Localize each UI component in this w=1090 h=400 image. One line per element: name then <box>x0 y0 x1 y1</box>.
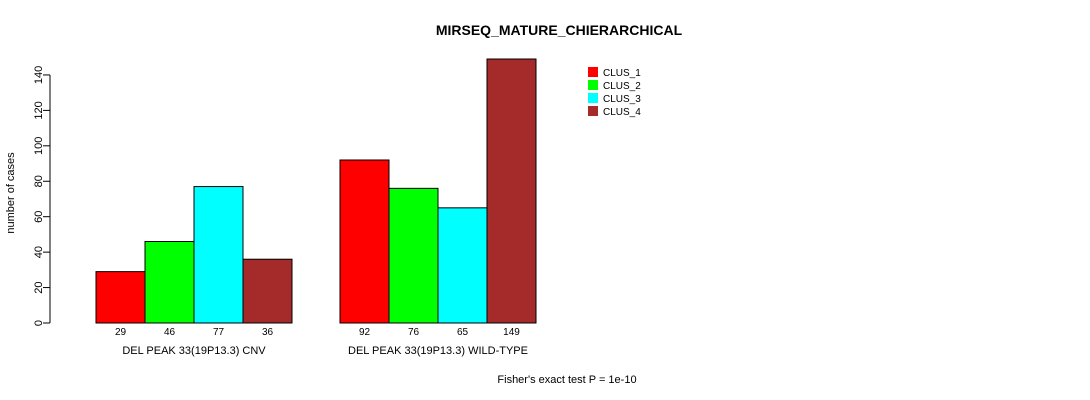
legend-swatch <box>588 93 598 103</box>
y-tick-label: 20 <box>33 281 45 293</box>
legend-swatch <box>588 67 598 77</box>
legend-label: CLUS_3 <box>603 94 641 105</box>
y-axis-label: number of cases <box>5 152 17 234</box>
bar-clus-4-wild-type <box>486 58 537 324</box>
bar-count-label: 36 <box>262 327 274 338</box>
y-tick-label: 80 <box>33 175 45 187</box>
y-tick-label: 120 <box>33 101 45 119</box>
y-tick-label: 0 <box>33 320 45 326</box>
bar-count-label: 77 <box>213 327 225 338</box>
y-tick-label: 100 <box>33 137 45 155</box>
legend: CLUS_1 CLUS_2 CLUS_3 CLUS_4 <box>588 67 641 118</box>
bar-count-label: 76 <box>408 327 420 338</box>
legend-label: CLUS_2 <box>603 81 641 92</box>
bar-clus-4-cnv <box>242 258 293 324</box>
bar-count-label: 65 <box>457 327 469 338</box>
bar-count-label: 29 <box>115 327 127 338</box>
group-labels: DEL PEAK 33(19P13.3) CNV DEL PEAK 33(19P1… <box>122 345 528 357</box>
bar-count-label: 149 <box>503 327 520 338</box>
chart-title: MIRSEQ_MATURE_CHIERARCHICAL <box>436 22 683 38</box>
bar-clus-3-cnv <box>193 186 244 324</box>
legend-swatch <box>588 106 598 116</box>
y-tick-label: 40 <box>33 246 45 258</box>
bar-clus-3-wild-type <box>437 207 488 324</box>
bar-count-label: 46 <box>164 327 176 338</box>
bars <box>95 58 537 324</box>
bar-clus-2-wild-type <box>388 187 439 324</box>
y-tick-label: 60 <box>33 211 45 223</box>
bar-clus-1-wild-type <box>339 159 390 324</box>
y-tick-label: 140 <box>33 66 45 84</box>
legend-label: CLUS_4 <box>603 107 641 118</box>
group-label-cnv: DEL PEAK 33(19P13.3) CNV <box>122 345 266 357</box>
bar-clus-1-cnv <box>95 271 146 324</box>
group-label-wild-type: DEL PEAK 33(19P13.3) WILD-TYPE <box>348 345 528 357</box>
fisher-test-footnote: Fisher's exact test P = 1e-10 <box>497 374 636 386</box>
bar-count-label: 92 <box>359 327 371 338</box>
bar-clus-2-cnv <box>144 240 195 324</box>
y-axis: 0 20 40 60 80 100 120 140 <box>33 66 51 326</box>
legend-label: CLUS_1 <box>603 68 641 79</box>
legend-swatch <box>588 80 598 90</box>
count-labels: 29 46 77 36 92 76 65 149 <box>115 327 520 338</box>
